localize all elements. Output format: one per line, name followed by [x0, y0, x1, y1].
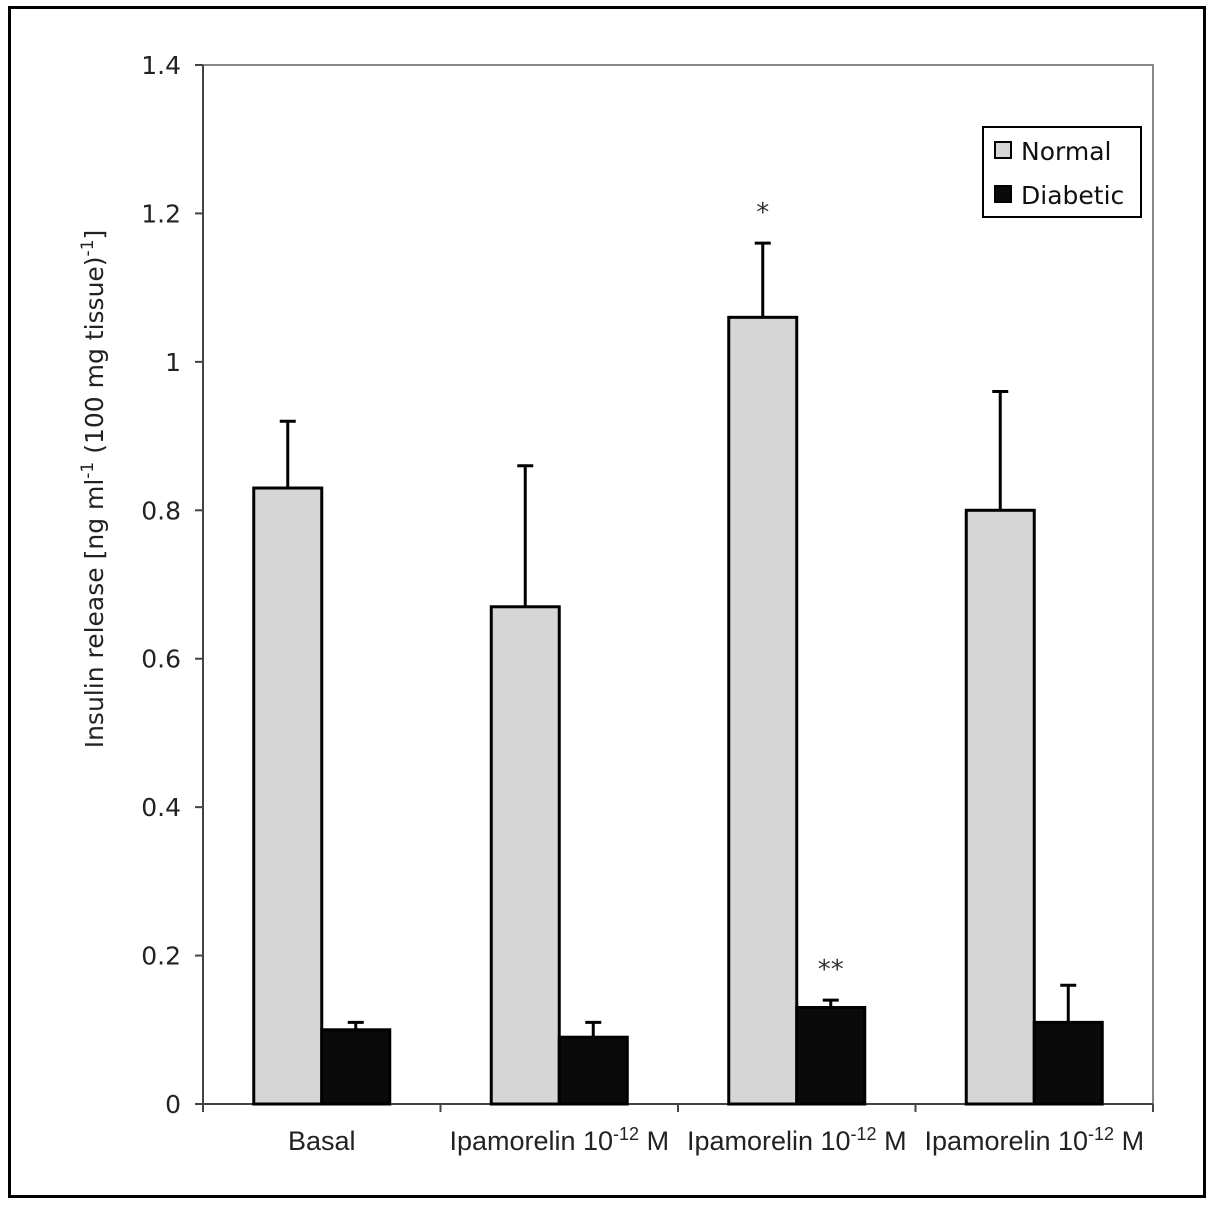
- y-tick-label: 0.6: [141, 645, 181, 674]
- x-category-label: Basal: [288, 1126, 356, 1156]
- y-tick-label: 1: [165, 348, 181, 377]
- y-label-end: ]: [80, 230, 109, 240]
- legend-swatch-normal: [994, 141, 1012, 159]
- x-category-label: Ipamorelin 10-12 M: [687, 1124, 907, 1156]
- bar-normal: [489, 605, 561, 1106]
- bar-normal: [727, 315, 799, 1106]
- y-tick-label: 1.2: [141, 199, 181, 228]
- y-tick-label: 0: [165, 1090, 181, 1119]
- bars: ***: [252, 198, 1104, 1106]
- x-category-label: Ipamorelin 10-12 M: [449, 1124, 669, 1156]
- y-tick-label: 0.2: [141, 942, 181, 971]
- figure-frame: 0 0.2 0.4 0.6 0.8 1 1.2 1.4 Basal Ipamorelin 10-…: [8, 6, 1206, 1198]
- legend-label-normal: Normal: [1021, 137, 1111, 166]
- y-axis: 0 0.2 0.4 0.6 0.8 1 1.2 1.4: [141, 51, 204, 1119]
- bar-diabetic: [320, 1028, 392, 1106]
- x-category-label: Ipamorelin 10-12 M: [924, 1124, 1144, 1156]
- y-tick-label: 0.8: [141, 496, 181, 525]
- bar-chart: 0 0.2 0.4 0.6 0.8 1 1.2 1.4 Basal Ipamorelin 10-…: [78, 51, 1154, 1156]
- bar-normal: [252, 486, 324, 1106]
- significance-marker: *: [756, 198, 769, 228]
- bar-diabetic: [1032, 1020, 1104, 1106]
- legend: Normal Diabetic: [982, 126, 1142, 218]
- y-tick-label: 1.4: [141, 51, 181, 80]
- y-label-sup1: -1: [78, 462, 98, 479]
- significance-marker: **: [818, 955, 844, 985]
- y-label-sup2: -1: [78, 239, 98, 256]
- legend-label-diabetic: Diabetic: [1021, 181, 1124, 210]
- y-axis-label: Insulin release [ng ml-1 (100 mg tissue)…: [78, 230, 109, 749]
- bar-diabetic: [557, 1035, 629, 1106]
- y-tick-label: 0.4: [141, 793, 181, 822]
- y-label-base: Insulin release [ng ml: [80, 479, 109, 749]
- bar-diabetic: [795, 1006, 867, 1106]
- legend-swatch-diabetic: [994, 185, 1012, 203]
- bar-normal: [964, 508, 1036, 1106]
- y-label-mid: (100 mg tissue): [80, 256, 109, 461]
- x-axis: Basal Ipamorelin 10-12 M Ipamorelin 10-12 …: [202, 1103, 1154, 1156]
